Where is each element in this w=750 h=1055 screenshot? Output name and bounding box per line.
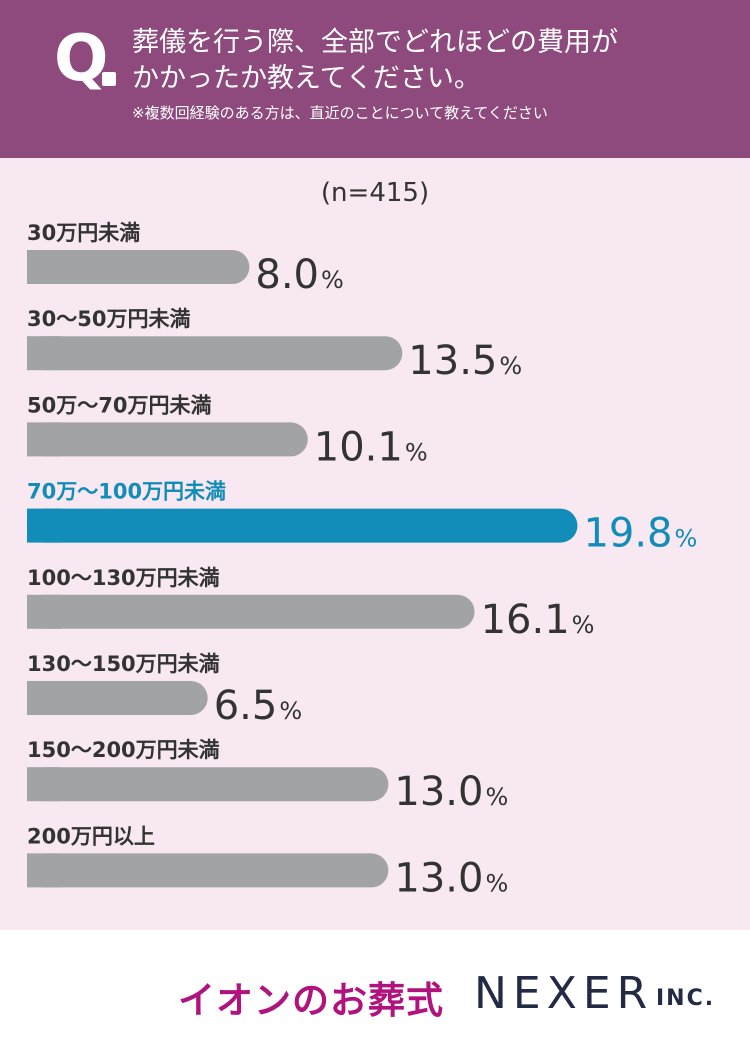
bar-left-edge: [27, 853, 61, 888]
aeon-funeral-logo: イオンのお葬式: [178, 979, 444, 1022]
question-text-line2: かかったか教えてください。: [132, 63, 481, 94]
bar: [27, 853, 389, 888]
bar-left-edge: [27, 508, 61, 543]
question-note: ※複数回経験のある方は、直近のことについて教えてください: [132, 104, 548, 122]
bar: [27, 594, 475, 629]
nexer-inc-label: INC.: [656, 986, 716, 1011]
bar: [27, 681, 208, 715]
bar-left-edge: [27, 336, 61, 371]
bar-left-edge: [27, 594, 61, 629]
category-label: 70万～100万円未満: [27, 480, 226, 504]
category-label: 150～200万円未満: [27, 738, 220, 762]
value-label: 19.8%: [583, 511, 697, 557]
value-label: 6.5%: [214, 683, 302, 729]
value-label: 13.0%: [394, 769, 508, 815]
category-label: 30～50万円未満: [27, 307, 190, 331]
category-label: 200万円以上: [27, 824, 155, 848]
bar-left-edge: [27, 767, 61, 802]
bar: [27, 767, 389, 802]
value-label: 13.0%: [394, 855, 508, 901]
question-text-line1: 葬儀を行う際、全部でどれほどの費用が: [132, 27, 618, 58]
category-label: 100～130万円未満: [27, 566, 220, 590]
bar: [27, 250, 250, 284]
bar: [27, 508, 578, 543]
question-header: Q 葬儀を行う際、全部でどれほどの費用が かかったか教えてください。 ※複数回経…: [0, 0, 750, 158]
bar-left-edge: [27, 250, 61, 284]
bar: [27, 336, 403, 371]
footer: イオンのお葬式 NEXER INC.: [0, 930, 750, 1055]
nexer-logo: NEXER: [474, 968, 654, 1019]
category-label: 130～150万円未満: [27, 652, 220, 676]
bar-left-edge: [27, 681, 61, 715]
q-mark: Q: [54, 22, 109, 96]
bar-chart: 30万円未満 8.0% 30～50万円未満 13.5% 50万～70万円未満 10.1% 7…: [27, 221, 697, 901]
category-label: 50万～70万円未満: [27, 393, 211, 417]
bar: [27, 422, 308, 457]
sample-size-label: (n=415): [320, 178, 430, 208]
value-label: 13.5%: [408, 338, 522, 384]
bar-left-edge: [27, 422, 61, 457]
value-label: 10.1%: [314, 424, 428, 470]
q-dot-icon: [102, 72, 116, 86]
category-label: 30万円未満: [27, 221, 140, 245]
value-label: 16.1%: [481, 597, 595, 643]
chart-area: (n=415) 30万円未満 8.0% 30～50万円未満 13.5% 50万～70万円…: [0, 158, 750, 930]
value-label: 8.0%: [255, 252, 343, 298]
